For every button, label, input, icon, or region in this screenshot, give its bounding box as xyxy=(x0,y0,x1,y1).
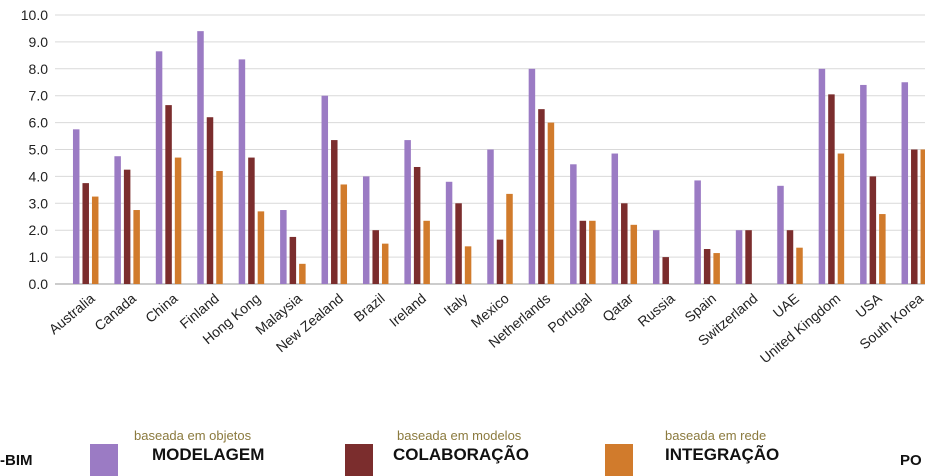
bar-colaboração xyxy=(496,239,504,284)
legend-label-integracao: INTEGRAÇÃO xyxy=(665,445,780,464)
bar-colaboração xyxy=(538,109,545,285)
bar-integração xyxy=(91,196,99,284)
bar-integração xyxy=(423,220,430,284)
bar-modelagem xyxy=(652,230,660,284)
bar-colaboração xyxy=(869,176,877,284)
x-tick-label: China xyxy=(142,290,180,326)
bar-chart: 0.0 1.0 2.0 3.0 4.0 5.0 6.0 7.0 8.0 9.0 10.0 Austra… xyxy=(21,7,925,366)
bar-modelagem xyxy=(72,129,80,284)
bar-modelagem xyxy=(238,59,246,285)
bar-integração xyxy=(630,224,638,284)
bar-modelagem xyxy=(901,82,909,284)
x-tick-label: USA xyxy=(852,290,885,321)
bar-modelagem xyxy=(445,181,453,284)
bar-colaboração xyxy=(455,203,462,284)
bar-colaboração xyxy=(165,105,172,285)
x-tick-label: Australia xyxy=(46,290,98,337)
bar-integração xyxy=(879,214,886,284)
bar-modelagem xyxy=(321,95,329,284)
bar-integração xyxy=(547,122,555,284)
bar-modelagem xyxy=(818,68,826,284)
y-tick-label: 1.0 xyxy=(29,249,49,265)
x-tick-label: UAE xyxy=(770,290,802,321)
legend-swatch-colaboracao xyxy=(345,444,373,476)
bar-modelagem xyxy=(197,31,204,284)
bar-integração xyxy=(713,253,720,284)
bar-integração xyxy=(837,153,845,284)
bar-colaboração xyxy=(206,117,214,284)
bar-integração xyxy=(133,210,140,284)
x-tick-label: Russia xyxy=(635,290,678,330)
bar-integração xyxy=(299,263,306,284)
x-tick-label: Italy xyxy=(441,290,471,319)
y-tick-label: 7.0 xyxy=(29,88,49,104)
right-edge-label: PO xyxy=(900,452,922,469)
y-tick-label: 5.0 xyxy=(29,142,49,158)
bar-integração xyxy=(920,149,925,284)
legend-subtitle-integracao: baseada em rede xyxy=(665,428,767,443)
bar-integração xyxy=(257,211,265,284)
bar-colaboração xyxy=(579,220,587,284)
bar-modelagem xyxy=(114,156,121,284)
bar-integração xyxy=(216,171,223,284)
bar-colaboração xyxy=(828,94,835,284)
y-tick-label: 10.0 xyxy=(21,7,48,23)
bar-modelagem xyxy=(280,210,287,284)
bar-integração xyxy=(381,243,389,284)
bar-colaboração xyxy=(911,149,918,284)
bar-modelagem xyxy=(404,140,411,284)
legend-swatch-integracao xyxy=(605,444,633,476)
y-tick-label: 0.0 xyxy=(29,276,49,292)
x-tick-label: Brazil xyxy=(351,290,388,325)
bar-colaboração xyxy=(621,203,628,284)
bar-colaboração xyxy=(786,230,794,284)
bar-modelagem xyxy=(860,84,867,284)
legend-label-modelagem: MODELAGEM xyxy=(152,445,265,464)
y-tick-label: 4.0 xyxy=(29,168,49,184)
y-tick-label: 6.0 xyxy=(29,115,49,131)
bar-modelagem xyxy=(777,185,784,284)
y-tick-label: 3.0 xyxy=(29,195,49,211)
bar-colaboração xyxy=(331,140,338,284)
bar-colaboração xyxy=(413,166,421,284)
x-tick-label: Ireland xyxy=(386,290,429,330)
bar-colaboração xyxy=(372,230,379,284)
x-tick-label: Qatar xyxy=(599,290,636,325)
bar-colaboração xyxy=(82,183,89,284)
bar-integração xyxy=(506,193,513,284)
bar-modelagem xyxy=(487,149,494,284)
bar-modelagem xyxy=(694,180,701,284)
bar-colaboração xyxy=(703,249,711,284)
bar-integração xyxy=(340,184,348,284)
bar-modelagem xyxy=(362,176,370,284)
bar-colaboração xyxy=(745,230,752,284)
legend-subtitle-colaboracao: baseada em modelos xyxy=(397,428,522,443)
x-tick-label: Portugal xyxy=(545,290,595,336)
bar-colaboração xyxy=(289,236,297,284)
bar-colaboração xyxy=(662,257,669,284)
bar-modelagem xyxy=(528,68,536,284)
y-tick-label: 8.0 xyxy=(29,61,49,77)
y-tick-label: 9.0 xyxy=(29,34,49,50)
bar-modelagem xyxy=(611,153,619,284)
bar-modelagem xyxy=(570,164,577,284)
bar-integração xyxy=(589,220,596,284)
bar-integração xyxy=(796,247,803,284)
bar-colaboração xyxy=(123,169,131,284)
legend-label-colaboracao: COLABORAÇÃO xyxy=(393,445,529,464)
left-edge-label: -BIM xyxy=(0,452,33,469)
legend-subtitle-modelagem: baseada em objetos xyxy=(134,428,252,443)
bar-modelagem xyxy=(735,230,743,284)
bar-colaboração xyxy=(248,157,255,284)
bar-integração xyxy=(174,157,182,284)
bar-modelagem xyxy=(155,51,163,284)
x-tick-label: Canada xyxy=(91,290,139,334)
legend-swatch-modelagem xyxy=(90,444,118,476)
y-tick-label: 2.0 xyxy=(29,222,49,238)
bar-integração xyxy=(464,246,472,284)
